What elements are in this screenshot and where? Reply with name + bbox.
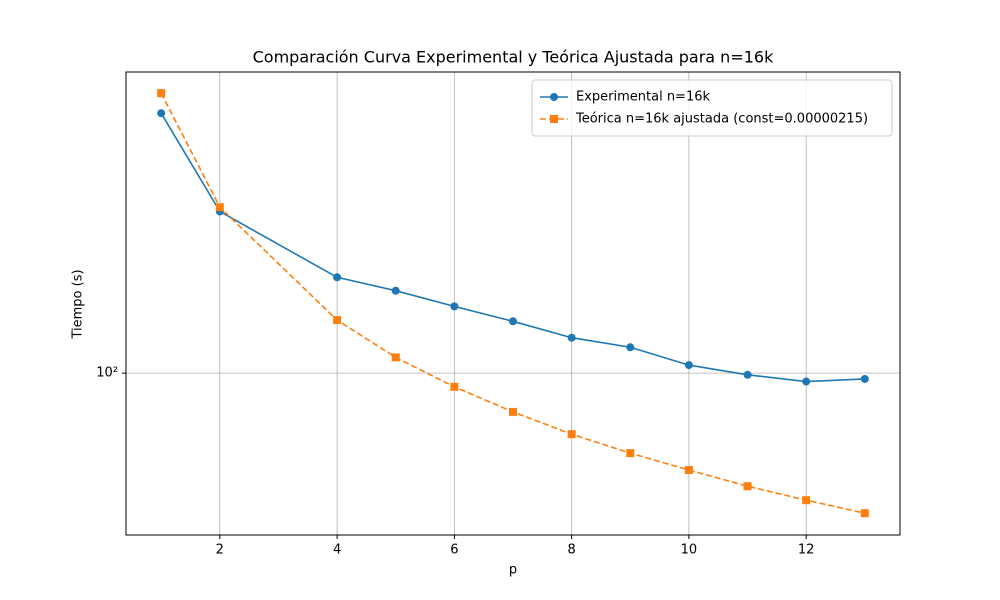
data-point	[684, 466, 693, 475]
chart-title: Comparación Curva Experimental y Teórica…	[253, 48, 774, 67]
data-point	[333, 273, 342, 282]
x-tick-label: 4	[333, 543, 341, 558]
legend-box	[531, 79, 893, 137]
series-line	[160, 92, 865, 514]
legend-label: Teórica n=16k ajustada (const=0.00000215…	[575, 112, 868, 127]
x-axis-label: p	[509, 563, 517, 578]
data-point	[450, 382, 459, 391]
data-point	[215, 203, 224, 212]
data-point	[626, 449, 635, 458]
data-point	[743, 482, 752, 491]
x-tick-label: 8	[567, 543, 575, 558]
data-point	[567, 333, 576, 342]
data-point	[626, 343, 635, 352]
series-line	[160, 112, 865, 383]
plot-frame	[125, 71, 901, 536]
legend-marker	[550, 115, 558, 123]
x-tick-label: 6	[450, 543, 458, 558]
data-point	[157, 109, 166, 118]
data-point	[567, 430, 576, 439]
data-point	[333, 316, 342, 325]
data-point	[860, 509, 869, 518]
data-point	[743, 370, 752, 379]
x-tick-label: 12	[798, 543, 815, 558]
data-point	[391, 353, 400, 362]
x-tick-label: 2	[216, 543, 224, 558]
x-tick-label: 10	[681, 543, 698, 558]
data-point	[509, 317, 517, 326]
y-axis-label: Tiempo (s)	[71, 269, 86, 339]
data-point	[684, 361, 693, 370]
data-point	[157, 89, 166, 98]
data-point	[802, 496, 811, 505]
legend-label: Experimental n=16k	[576, 90, 710, 105]
y-tick-label: 10²	[96, 366, 118, 381]
data-point	[391, 286, 400, 295]
data-point	[450, 302, 459, 311]
data-point	[802, 377, 811, 386]
data-point	[860, 374, 869, 383]
data-point	[509, 407, 517, 416]
legend-marker	[550, 93, 558, 101]
